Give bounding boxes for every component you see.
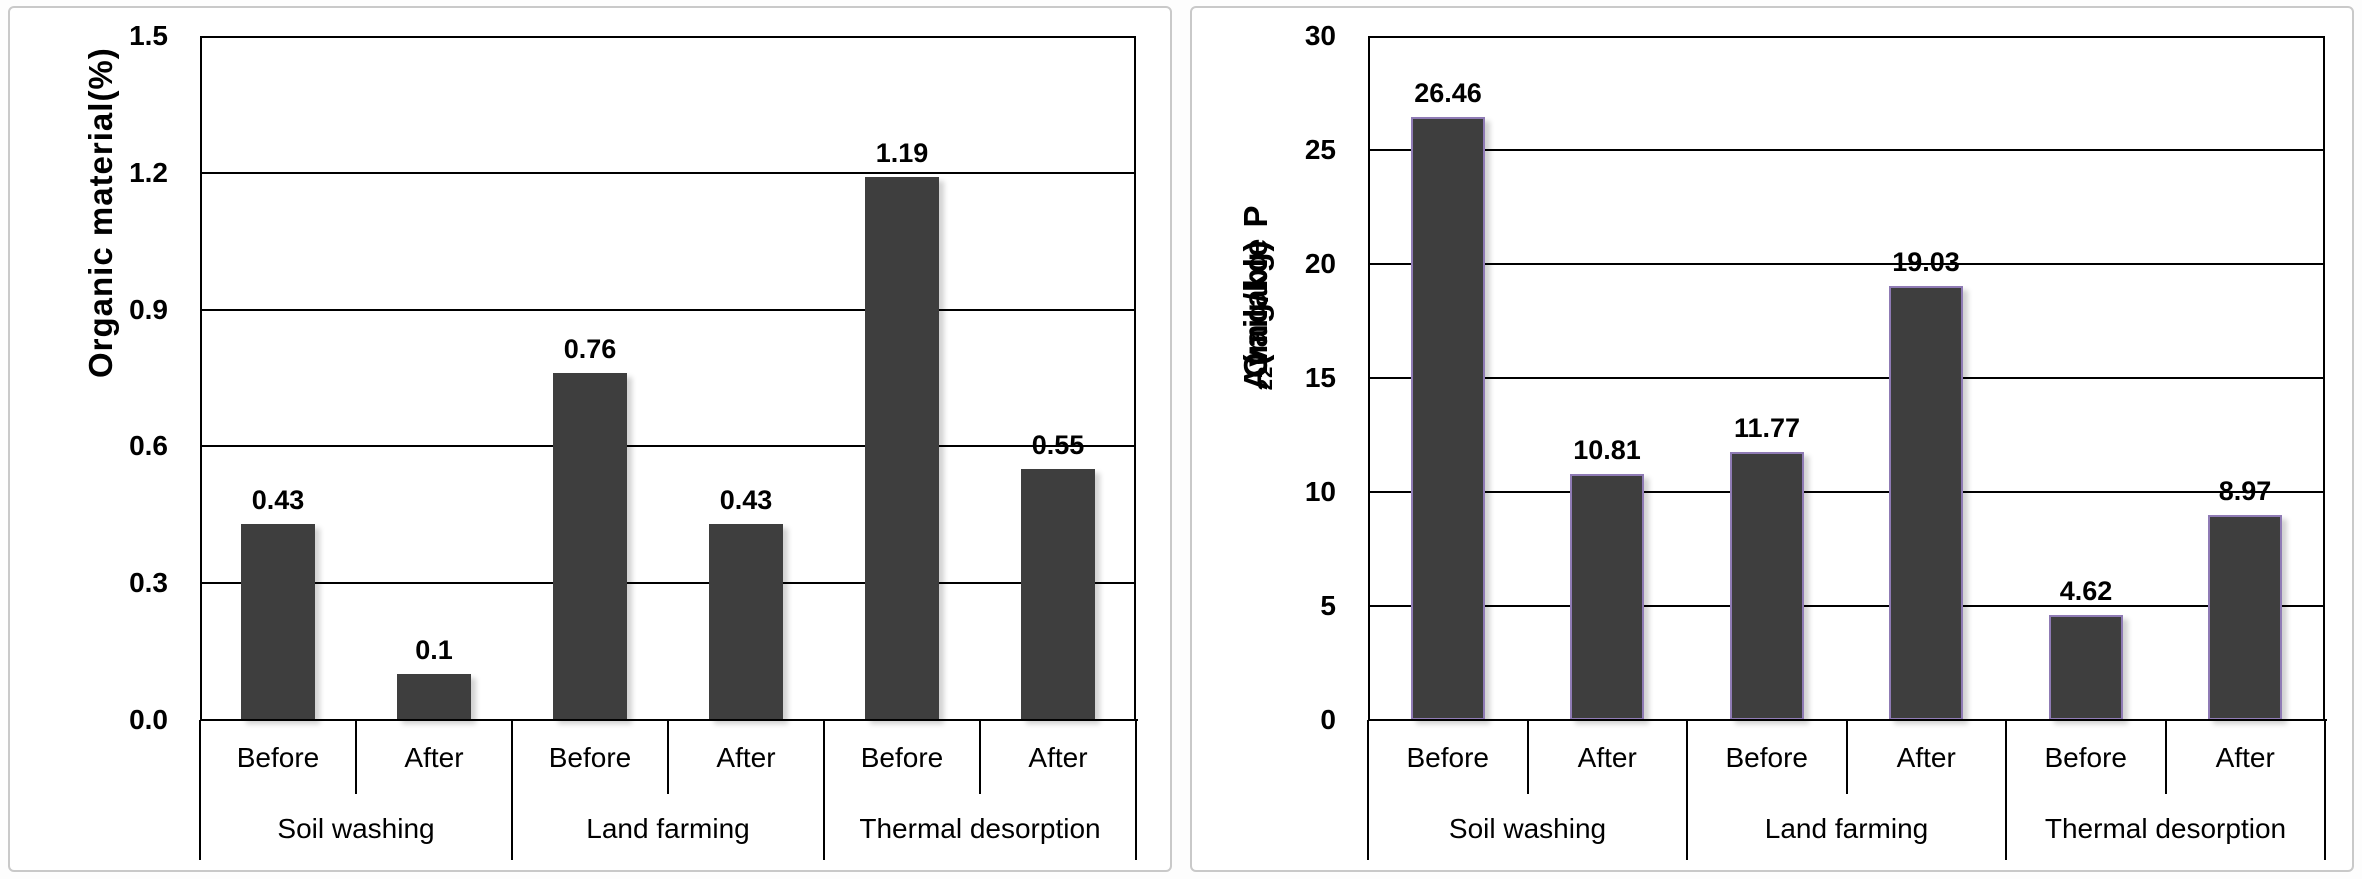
bar-value-label: 0.43 [251,485,305,515]
gridline [1368,377,2325,379]
bar-value-label: 0.76 [563,334,617,364]
y-tick-label: 10 [1304,476,1336,507]
y-tick-label: 30 [1304,20,1336,51]
bar [241,524,315,720]
gridline [1368,263,2325,265]
y-axis-title-subscript: 2 [1253,365,1277,378]
x-axis-line [1368,719,2327,721]
bar [865,177,939,720]
category-label: After [1028,742,1088,773]
y-tick-label: 0 [1320,704,1336,735]
y-axis-title: Available P 2 O 2 (mg/kg) [1237,205,1277,391]
bar-value-label: 26.46 [1414,78,1482,108]
category-label: After [1577,742,1637,773]
category-label: Before [1406,742,1490,773]
category-label: Before [2044,742,2128,773]
y-tick-label: 0.6 [129,430,168,462]
bar-value-label: 10.81 [1573,435,1641,465]
y-tick-label: 15 [1304,362,1336,393]
y-tick-label: 5 [1320,590,1336,621]
y-axis-title-subscript: 2 [1253,378,1277,391]
group-label: Land farming [586,813,750,844]
group-divider [2005,720,2007,860]
gridline [1368,149,2325,151]
category-divider [667,720,669,794]
bar-value-label: 19.03 [1892,247,1960,277]
gridline [200,308,1136,311]
bar-value-label: 1.19 [875,138,929,168]
category-label: Before [1725,742,1809,773]
bar [2208,515,2282,720]
group-label: Soil washing [1448,813,1607,844]
category-divider [1527,720,1529,794]
bar-value-label: 11.77 [1733,413,1801,443]
group-divider [511,720,513,860]
gridline [200,445,1136,448]
bar [2049,615,2123,720]
x-axis-line [200,719,1138,721]
category-label: After [1896,742,1956,773]
y-tick-label: 0.9 [129,293,168,325]
category-label: Before [548,742,632,773]
bar-value-label: 0.1 [415,635,453,665]
bar [709,524,783,720]
bar [553,373,627,720]
category-divider [2165,720,2167,794]
group-divider [1367,720,1369,860]
bar [1021,469,1095,720]
y-tick-label: 0.0 [129,704,168,735]
y-tick-label: 0.3 [129,567,168,599]
category-label: After [404,742,464,773]
group-label: Land farming [1764,813,1929,844]
y-tick-label: 25 [1304,134,1336,165]
panel-organic-material-chart: 0.0 0.3 0.6 0.9 1.2 1.5 0.43 0.1 0.76 0.43 1.19 0.5… [8,6,1172,872]
gridline [200,171,1136,174]
bar-value-label: 0.55 [1031,430,1085,460]
plot-area [200,36,1136,720]
panel-available-p2o2-chart: 0 5 10 15 20 25 30 26.46 10.81 11.77 19.03 4.62 8.97… [1190,6,2354,872]
category-divider [979,720,981,794]
bar [1570,474,1644,720]
bar-value-label: 8.97 [2218,476,2272,506]
bar-value-label: 0.43 [719,485,773,515]
group-divider [2324,720,2326,860]
y-axis-title-text: (mg/kg) [1237,239,1274,366]
category-label: After [716,742,776,773]
category-divider [355,720,357,794]
group-divider [823,720,825,860]
group-divider [1135,720,1137,860]
bar [1411,117,1485,720]
group-label: Thermal desorption [2044,813,2287,844]
gridline [1368,605,2325,607]
y-tick-label: 1.2 [129,156,168,188]
category-divider [1846,720,1848,794]
bar-value-label: 4.62 [2059,576,2113,606]
gridline [200,582,1136,585]
bar [397,674,471,720]
bar [1889,286,1963,720]
y-tick-label: 20 [1304,248,1336,279]
category-label: Before [860,742,944,773]
group-label: Soil washing [277,813,435,844]
category-label: Before [236,742,320,773]
gridline [1368,491,2325,493]
group-divider [1686,720,1688,860]
group-divider [199,720,201,860]
y-axis-title-text: Organic material(%) [82,47,119,378]
category-label: After [2215,742,2275,773]
y-tick-label: 1.5 [129,20,168,51]
bar [1730,452,1804,720]
group-label: Thermal desorption [859,813,1101,844]
